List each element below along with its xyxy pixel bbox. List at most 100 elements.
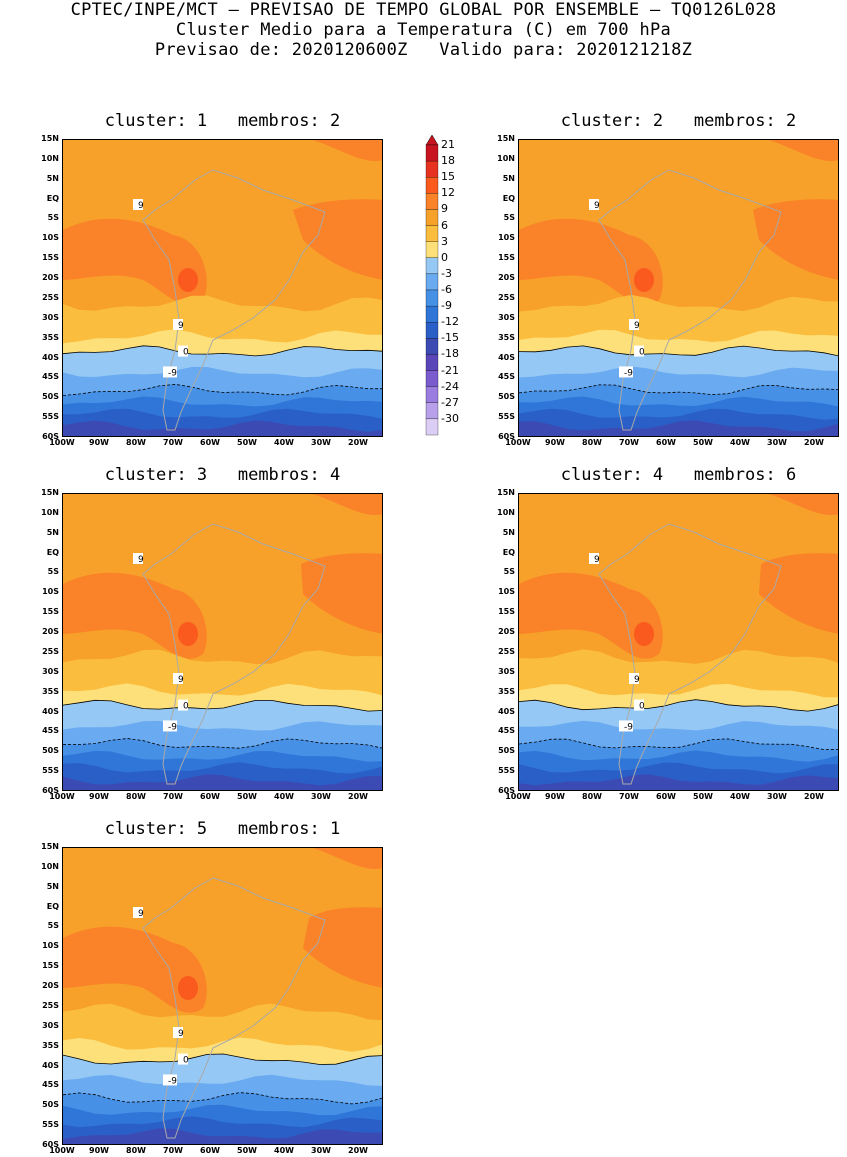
map-panel-3: cluster: 3 membros: 4 9 9 0 -9 15N 10N 5N EQ 5S 10… xyxy=(41,465,383,801)
x-tick-label: 70W xyxy=(619,438,639,447)
x-tick-label: 20W xyxy=(804,438,824,447)
x-tick-label: 80W xyxy=(126,438,146,447)
y-tick-label: 5S xyxy=(503,567,515,577)
contour-label-0-box xyxy=(178,345,188,357)
x-tick-label: 90W xyxy=(89,792,109,801)
y-tick-label: 55S xyxy=(42,1120,59,1130)
contour-label-9-box xyxy=(133,199,143,210)
y-tick-label: 55S xyxy=(42,412,59,422)
contour-label-9b: 9 xyxy=(178,675,184,685)
contour-label-minus-9-box xyxy=(163,366,177,378)
map-svg: 9 9 0 -9 xyxy=(63,140,382,436)
y-tick-label: 30S xyxy=(498,666,515,676)
panel-title: cluster: 2 membros: 2 xyxy=(560,111,797,131)
field-12-15-north xyxy=(769,494,838,515)
x-tick-label: 90W xyxy=(545,438,565,447)
y-tick-label: 15N xyxy=(41,488,59,497)
contour-label-minus-9-box xyxy=(619,366,633,378)
contour-label-minus-9-box xyxy=(619,720,633,732)
y-tick-label: 5N xyxy=(46,527,59,537)
map-svg: 9 9 0 -9 xyxy=(519,494,838,790)
contour-zero xyxy=(63,1053,382,1065)
colorbar-swatch xyxy=(425,370,439,387)
title-line-3: Previsao de: 2020120600Z Valido para: 20… xyxy=(154,40,693,60)
colorbar-swatch xyxy=(425,257,439,275)
field-12-15-north xyxy=(313,848,382,869)
field-12-15 xyxy=(63,218,207,305)
contour-label-9: 9 xyxy=(594,555,600,565)
y-tick-label: 60S xyxy=(42,786,59,795)
y-tick-label: 10S xyxy=(42,587,59,597)
x-tick-label: 40W xyxy=(274,792,294,801)
contour-label-9-box xyxy=(589,199,599,210)
colorbar-swatch xyxy=(425,209,439,226)
contour-label-0-box xyxy=(634,699,644,711)
y-tick-label: 5S xyxy=(47,213,59,223)
x-tick-label: 70W xyxy=(163,792,183,801)
colorbar-top-arrow xyxy=(425,134,439,146)
title-line-1: CPTEC/INPE/MCT — PREVISAO DE TEMPO GLOBA… xyxy=(70,0,777,20)
y-tick-label: 45S xyxy=(498,372,515,382)
field-12-15 xyxy=(519,572,663,659)
coastline xyxy=(142,523,326,785)
map-svg: 9 9 0 -9 xyxy=(63,494,382,790)
map-svg: 9 9 0 -9 xyxy=(63,848,382,1144)
field-12-15-east xyxy=(301,553,382,634)
colorbar-swatch xyxy=(425,241,439,258)
y-tick-label: 15S xyxy=(42,253,59,263)
contour-minus-9 xyxy=(519,384,838,396)
y-tick-label: 50S xyxy=(42,746,59,756)
x-tick-label: 80W xyxy=(582,792,602,801)
field-12-15-east xyxy=(753,199,838,280)
field-12-15 xyxy=(519,218,663,305)
contour-label-0: 0 xyxy=(639,348,645,358)
y-tick-label: 55S xyxy=(42,766,59,776)
field-cold-5 xyxy=(63,1128,382,1144)
y-tick-label: 45S xyxy=(498,726,515,736)
y-tick-label: 35S xyxy=(498,332,515,342)
colorbar-swatch xyxy=(425,418,439,436)
colorbar-swatch xyxy=(425,402,439,420)
contour-label-9: 9 xyxy=(138,201,144,211)
x-tick-label: 20W xyxy=(348,1146,368,1155)
colorbar-swatch xyxy=(425,177,439,194)
x-tick-label: 60W xyxy=(656,438,676,447)
x-tick-label: 80W xyxy=(126,792,146,801)
y-tick-label: 10S xyxy=(42,941,59,951)
coastline xyxy=(598,169,782,431)
temperature-map: 9 9 0 -9 xyxy=(518,493,839,791)
contour-label-9: 9 xyxy=(138,555,144,565)
field-12-15-north xyxy=(313,494,382,515)
y-tick-label: 25S xyxy=(498,292,515,302)
y-tick-label: 45S xyxy=(42,1080,59,1090)
y-tick-label: 5N xyxy=(46,881,59,891)
y-tick-label: 5S xyxy=(47,567,59,577)
y-tick-label: 10N xyxy=(497,507,515,517)
map-panel-1: cluster: 1 membros: 2 9 9 0 -9 15N 10N 5N EQ 5S 10… xyxy=(41,111,383,447)
x-tick-label: 60W xyxy=(200,792,220,801)
y-tick-label: 40S xyxy=(42,352,59,362)
contour-label-0: 0 xyxy=(183,1056,189,1066)
x-tick-label: 30W xyxy=(767,438,787,447)
y-tick-label: 50S xyxy=(42,1100,59,1110)
colorbar-level-label: -21 xyxy=(441,363,459,377)
colorbar-swatch xyxy=(425,273,439,291)
y-tick-label: 20S xyxy=(42,981,59,991)
temperature-map: 9 9 0 -9 xyxy=(518,139,839,437)
y-tick-label: 25S xyxy=(42,292,59,302)
x-tick-label: 100W xyxy=(49,1146,75,1155)
field-15-18 xyxy=(178,622,198,646)
colorbar-swatch xyxy=(425,354,439,371)
y-tick-label: 35S xyxy=(42,686,59,696)
y-tick-label: 45S xyxy=(42,726,59,736)
colorbar-level-label: 18 xyxy=(441,154,455,168)
temperature-map: 9 9 0 -9 xyxy=(62,847,383,1145)
y-tick-label: 60S xyxy=(42,432,59,441)
colorbar-swatch xyxy=(425,144,439,162)
y-tick-label: EQ xyxy=(46,901,59,911)
colorbar-level-label: -27 xyxy=(441,395,459,409)
contour-zero xyxy=(63,345,382,357)
x-tick-label: 100W xyxy=(49,792,75,801)
contour-label-minus-9: -9 xyxy=(624,368,633,378)
contour-label-9: 9 xyxy=(138,909,144,919)
